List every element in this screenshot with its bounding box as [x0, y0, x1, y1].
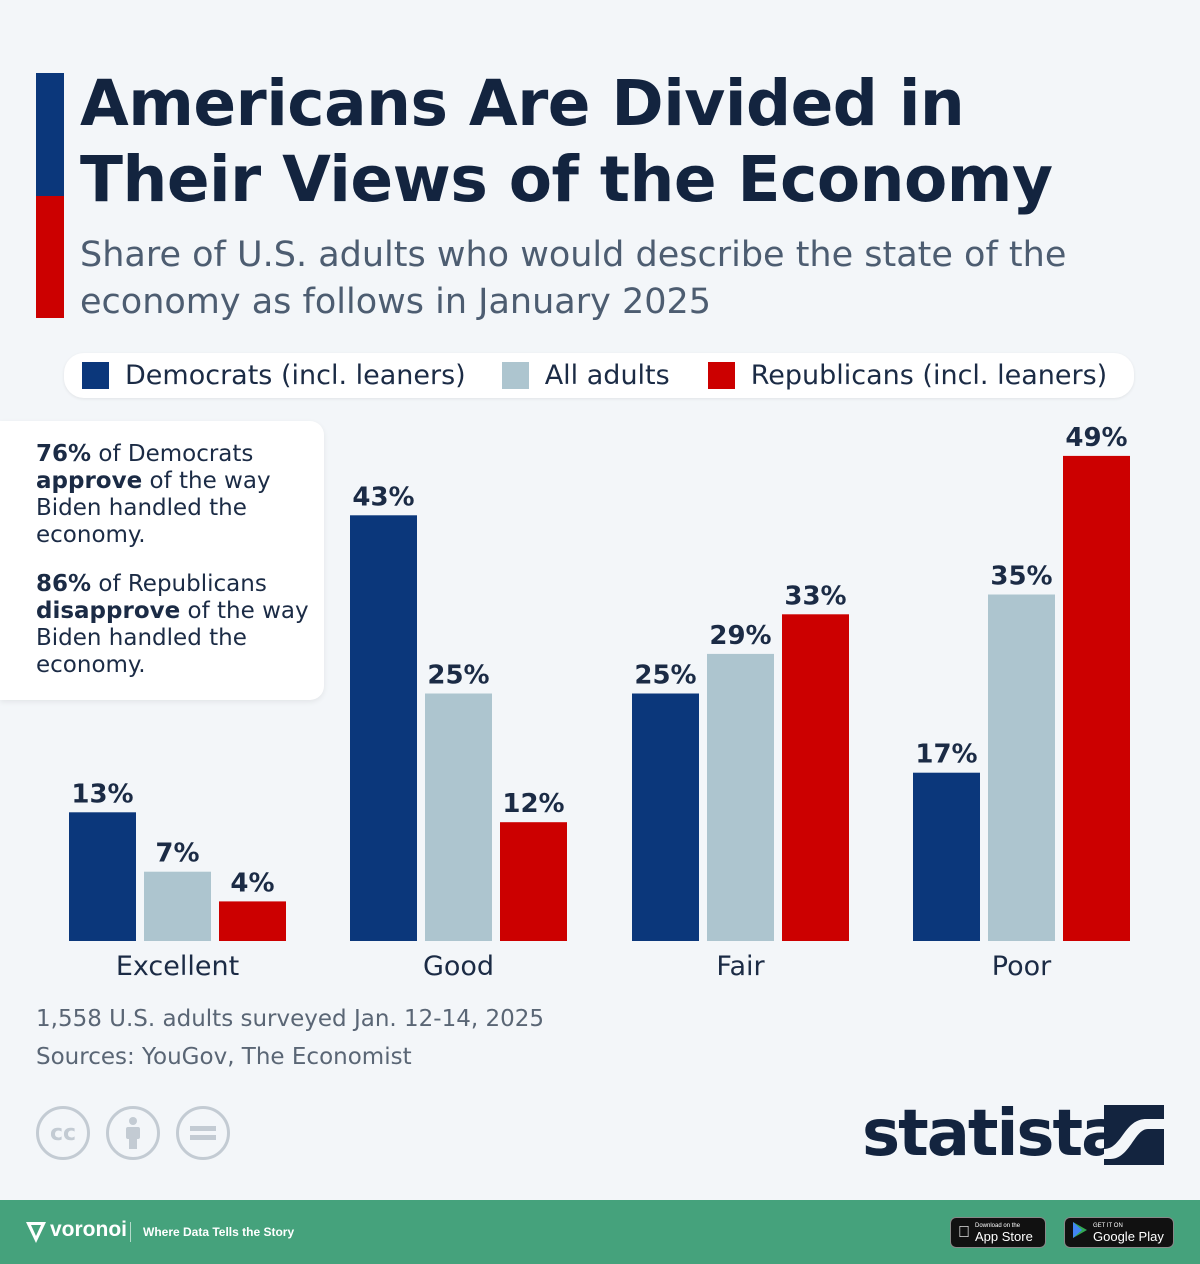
statista-logo-icon: [1104, 1105, 1164, 1165]
by-icon[interactable]: [106, 1106, 160, 1160]
data-label-good-republicans: 12%: [502, 789, 564, 819]
accent-bar-blue: [36, 73, 64, 196]
data-label-excellent-democrats: 13%: [71, 779, 133, 809]
annotation-box: 76% of Democrats approve of the way Bide…: [0, 421, 324, 700]
annotation-republicans-verb: disapprove: [36, 598, 181, 624]
footnote: 1,558 U.S. adults surveyed Jan. 12-14, 2…: [36, 1000, 544, 1076]
license-icons: cc: [36, 1106, 246, 1160]
apple-icon: : [958, 1224, 970, 1242]
google-play-label: Google Play: [1093, 1228, 1164, 1244]
chart-title: Americans Are Divided in Their Views of …: [80, 67, 1053, 216]
legend-label-democrats: Democrats (incl. leaners): [125, 360, 466, 391]
annotation-democrats: 76% of Democrats approve of the way Bide…: [36, 441, 312, 549]
data-label-poor-all-adults: 35%: [990, 562, 1052, 592]
nd-icon[interactable]: [176, 1106, 230, 1160]
survey-note: 1,558 U.S. adults surveyed Jan. 12-14, 2…: [36, 1006, 545, 1032]
cc-icon[interactable]: cc: [36, 1106, 90, 1160]
bar-excellent-democrats: [69, 812, 136, 941]
accent-bar-red: [36, 196, 64, 318]
category-label-good: Good: [423, 951, 494, 982]
chart-subtitle: Share of U.S. adults who would describe …: [80, 235, 1067, 322]
bar-poor-republicans: [1063, 455, 1130, 941]
legend-item-republicans: Republicans (incl. leaners): [707, 360, 1108, 391]
annotation-republicans-text: of Republicans: [91, 571, 267, 597]
bar-excellent-all-adults: [144, 871, 211, 941]
bar-fair-democrats: [632, 693, 699, 941]
data-label-good-all-adults: 25%: [427, 661, 489, 691]
google-play-small-text: GET IT ON: [1093, 1222, 1123, 1229]
bar-poor-all-adults: [988, 594, 1055, 941]
legend-swatch-democrats: [82, 362, 109, 389]
legend-swatch-all-adults: [501, 362, 529, 389]
annotation-republicans-percent: 86%: [36, 571, 92, 597]
data-label-poor-republicans: 49%: [1065, 423, 1127, 453]
google-play-badge[interactable]: GET IT ON Google Play: [1064, 1217, 1174, 1248]
bar-good-all-adults: [425, 693, 492, 941]
data-label-fair-democrats: 25%: [634, 661, 696, 691]
data-label-fair-all-adults: 29%: [709, 621, 771, 651]
voronoi-logo[interactable]: voronoi: [50, 1218, 127, 1241]
legend: Democrats (incl. leaners) All adults Rep…: [64, 353, 1134, 398]
data-label-excellent-republicans: 4%: [230, 868, 274, 898]
data-label-excellent-all-adults: 7%: [155, 839, 199, 869]
category-label-excellent: Excellent: [116, 951, 239, 982]
data-label-fair-republicans: 33%: [784, 581, 846, 611]
footer-divider: [130, 1222, 131, 1242]
bar-fair-republicans: [782, 614, 849, 941]
annotation-democrats-verb: approve: [36, 468, 143, 494]
annotation-democrats-percent: 76%: [36, 441, 92, 467]
legend-item-democrats: Democrats (incl. leaners): [82, 360, 466, 391]
bar-fair-all-adults: [707, 653, 774, 941]
legend-label-all-adults: All adults: [544, 360, 670, 391]
app-store-label: App Store: [963, 1228, 1033, 1244]
legend-item-all-adults: All adults: [501, 360, 670, 391]
category-label-fair: Fair: [716, 951, 765, 982]
google-play-icon: [1072, 1221, 1088, 1244]
category-label-poor: Poor: [992, 951, 1052, 982]
bar-excellent-republicans: [219, 901, 286, 941]
legend-label-republicans: Republicans (incl. leaners): [750, 360, 1108, 391]
voronoi-logo-icon: [26, 1222, 46, 1243]
bar-poor-democrats: [913, 772, 980, 941]
annotation-republicans: 86% of Republicans disapprove of the way…: [36, 571, 312, 679]
bar-good-democrats: [350, 515, 417, 941]
sources-note: Sources: YouGov, The Economist: [36, 1044, 412, 1070]
footer-tagline: Where Data Tells the Story: [143, 1225, 295, 1239]
annotation-democrats-text-end: of the way Biden handled the economy.: [36, 468, 271, 548]
app-store-small-text: Download on the: [963, 1222, 1020, 1229]
annotation-republicans-text-end: of the way Biden handled the economy.: [36, 598, 309, 678]
annotation-democrats-text: of Democrats: [91, 441, 254, 467]
statista-logo[interactable]: statista: [862, 1097, 1124, 1171]
data-label-poor-democrats: 17%: [915, 740, 977, 770]
data-label-good-democrats: 43%: [352, 482, 414, 512]
bar-chart: 13% 7% 4% Excellent 43% 25% 12% Good 25% 29% 33% Fa…: [69, 423, 1130, 982]
legend-swatch-republicans: [707, 362, 735, 389]
bar-good-republicans: [500, 822, 567, 941]
app-store-badge[interactable]:  Download on the App Store: [950, 1217, 1046, 1248]
